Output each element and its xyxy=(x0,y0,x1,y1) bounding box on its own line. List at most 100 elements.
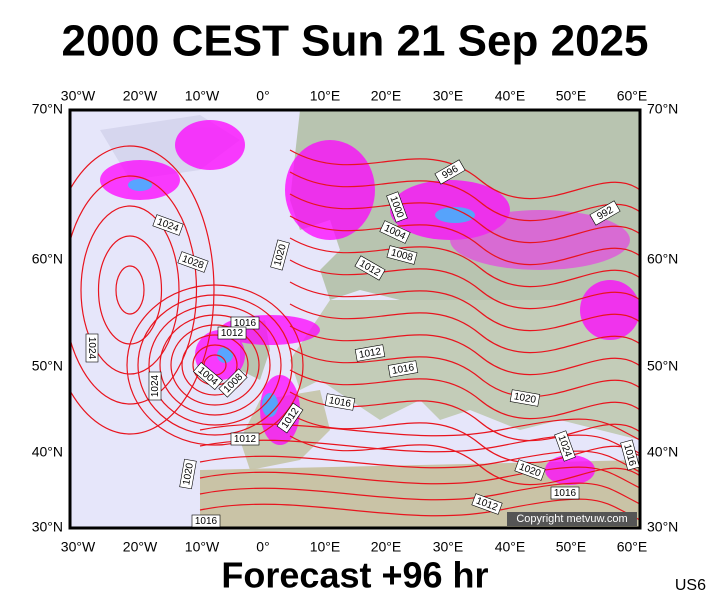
isobar-label-box xyxy=(387,360,419,378)
isobar xyxy=(80,205,180,375)
lon-label-bottom: 30°W xyxy=(61,539,96,555)
isobar-label: 1020 xyxy=(509,389,541,407)
lon-label-top: 20°E xyxy=(371,88,402,104)
isobar-label-box xyxy=(218,368,248,398)
isobar-label-box xyxy=(191,514,221,528)
isobar-label-box xyxy=(434,159,466,185)
isobar xyxy=(199,434,640,457)
lat-label-left: 40°N xyxy=(32,444,63,460)
isobar xyxy=(289,259,640,310)
isobar-label-text: 1012 xyxy=(221,328,244,339)
isobar-label-box xyxy=(192,361,224,391)
lon-label-bottom: 10°E xyxy=(310,539,341,555)
lon-label-top: 20°W xyxy=(123,88,158,104)
isobar xyxy=(70,145,215,435)
lon-label-top: 50°E xyxy=(556,88,587,104)
lat-label-left: 50°N xyxy=(32,358,63,374)
map-frame xyxy=(68,108,642,530)
lon-label-top: 30°W xyxy=(61,88,96,104)
isobar xyxy=(289,347,640,398)
isobar-label-box xyxy=(379,220,411,244)
copyright: Copyright metvuw.com xyxy=(516,513,627,525)
isobar xyxy=(181,334,249,396)
isobar xyxy=(170,324,260,406)
isobar-label: 1024 xyxy=(85,333,99,363)
isobar xyxy=(289,281,640,332)
lon-label-top: 10°W xyxy=(185,88,220,104)
lat-label-left: 30°N xyxy=(32,519,63,535)
isobar-label-box xyxy=(276,402,304,434)
isobar-label-box xyxy=(270,239,290,271)
isobar xyxy=(137,294,293,436)
isobar-label-text: 1016 xyxy=(554,488,577,499)
isobar xyxy=(159,314,271,416)
isobar-label: 1016 xyxy=(324,393,356,411)
isobar xyxy=(289,303,640,354)
isobar xyxy=(289,325,640,376)
lon-label-bottom: 40°E xyxy=(495,539,526,555)
isobar xyxy=(97,235,163,345)
isobar-label-box xyxy=(509,389,541,407)
isobar-label-text: 1012 xyxy=(234,434,257,445)
isobar xyxy=(289,149,640,200)
isobar-label-box xyxy=(152,214,184,236)
isobar xyxy=(115,265,145,315)
isobar-label-box xyxy=(386,191,408,223)
lon-label-bottom: 50°E xyxy=(556,539,587,555)
lat-label-right: 30°N xyxy=(647,519,678,535)
footer: Forecast +96 hr xyxy=(221,555,488,596)
isobar-label-text: 1012 xyxy=(358,346,382,361)
title: 2000 CEST Sun 21 Sep 2025 xyxy=(62,17,649,66)
isobar-label: 1016 xyxy=(387,360,419,378)
isobar-label: 1012 xyxy=(230,432,260,446)
isobar-label: 1024 xyxy=(148,371,162,401)
isobar-label-box xyxy=(620,439,640,471)
lon-label-bottom: 0° xyxy=(256,539,269,555)
copyright-box xyxy=(507,512,637,526)
code: US6 xyxy=(675,577,706,594)
isobar-label-box xyxy=(514,459,546,481)
labels: 30°W 30°W 20°W 20°W 10°W 10°W 0° 0° 10°E 10°E 20°E… xyxy=(32,88,679,555)
heavy-precipitation xyxy=(128,179,475,417)
isobar-label-text: 1024 xyxy=(150,374,161,397)
isobar-label: 1016 xyxy=(550,486,580,500)
isobar-label: 1020 xyxy=(270,239,290,271)
isobar-label-box xyxy=(148,371,162,401)
isobar-label-box xyxy=(217,326,247,340)
isobar-label: 1008 xyxy=(386,245,418,265)
lon-label-top: 10°E xyxy=(310,88,341,104)
lon-label-top: 0° xyxy=(256,88,269,104)
isobar xyxy=(289,193,640,244)
lon-label-top: 40°E xyxy=(495,88,526,104)
lon-label-bottom: 60°E xyxy=(617,539,648,555)
lat-label-right: 70°N xyxy=(647,101,678,117)
isobar-label: 1016 xyxy=(191,514,221,528)
isobar-label: 1020 xyxy=(179,458,197,490)
lat-label-right: 50°N xyxy=(647,358,678,374)
isobar xyxy=(126,284,304,446)
isobar xyxy=(289,369,640,420)
isobar xyxy=(289,413,640,464)
lat-label-right: 60°N xyxy=(647,251,678,267)
isobar-label: 1016 xyxy=(620,439,640,471)
lon-label-bottom: 20°W xyxy=(123,539,158,555)
isobar-label-box xyxy=(85,333,99,363)
lat-label-right: 40°N xyxy=(647,444,678,460)
isobar-label-box xyxy=(354,344,386,362)
isobar-label-box xyxy=(554,430,576,462)
isobar-label-text: 1024 xyxy=(86,337,97,360)
isobar xyxy=(289,435,640,486)
isobar-label-box xyxy=(354,255,386,281)
isobar-label-box xyxy=(589,200,621,226)
isobar xyxy=(289,171,640,222)
isobar-label-box xyxy=(471,493,503,515)
isobar-label-box xyxy=(177,251,209,273)
lat-label-left: 70°N xyxy=(32,101,63,117)
isobar xyxy=(289,237,640,288)
isobar-label-box xyxy=(179,458,197,490)
isobar xyxy=(289,215,640,266)
isobar-label-text: 1016 xyxy=(195,516,218,527)
lon-label-bottom: 10°W xyxy=(185,539,220,555)
lat-label-left: 60°N xyxy=(32,251,63,267)
isobar xyxy=(148,304,282,426)
